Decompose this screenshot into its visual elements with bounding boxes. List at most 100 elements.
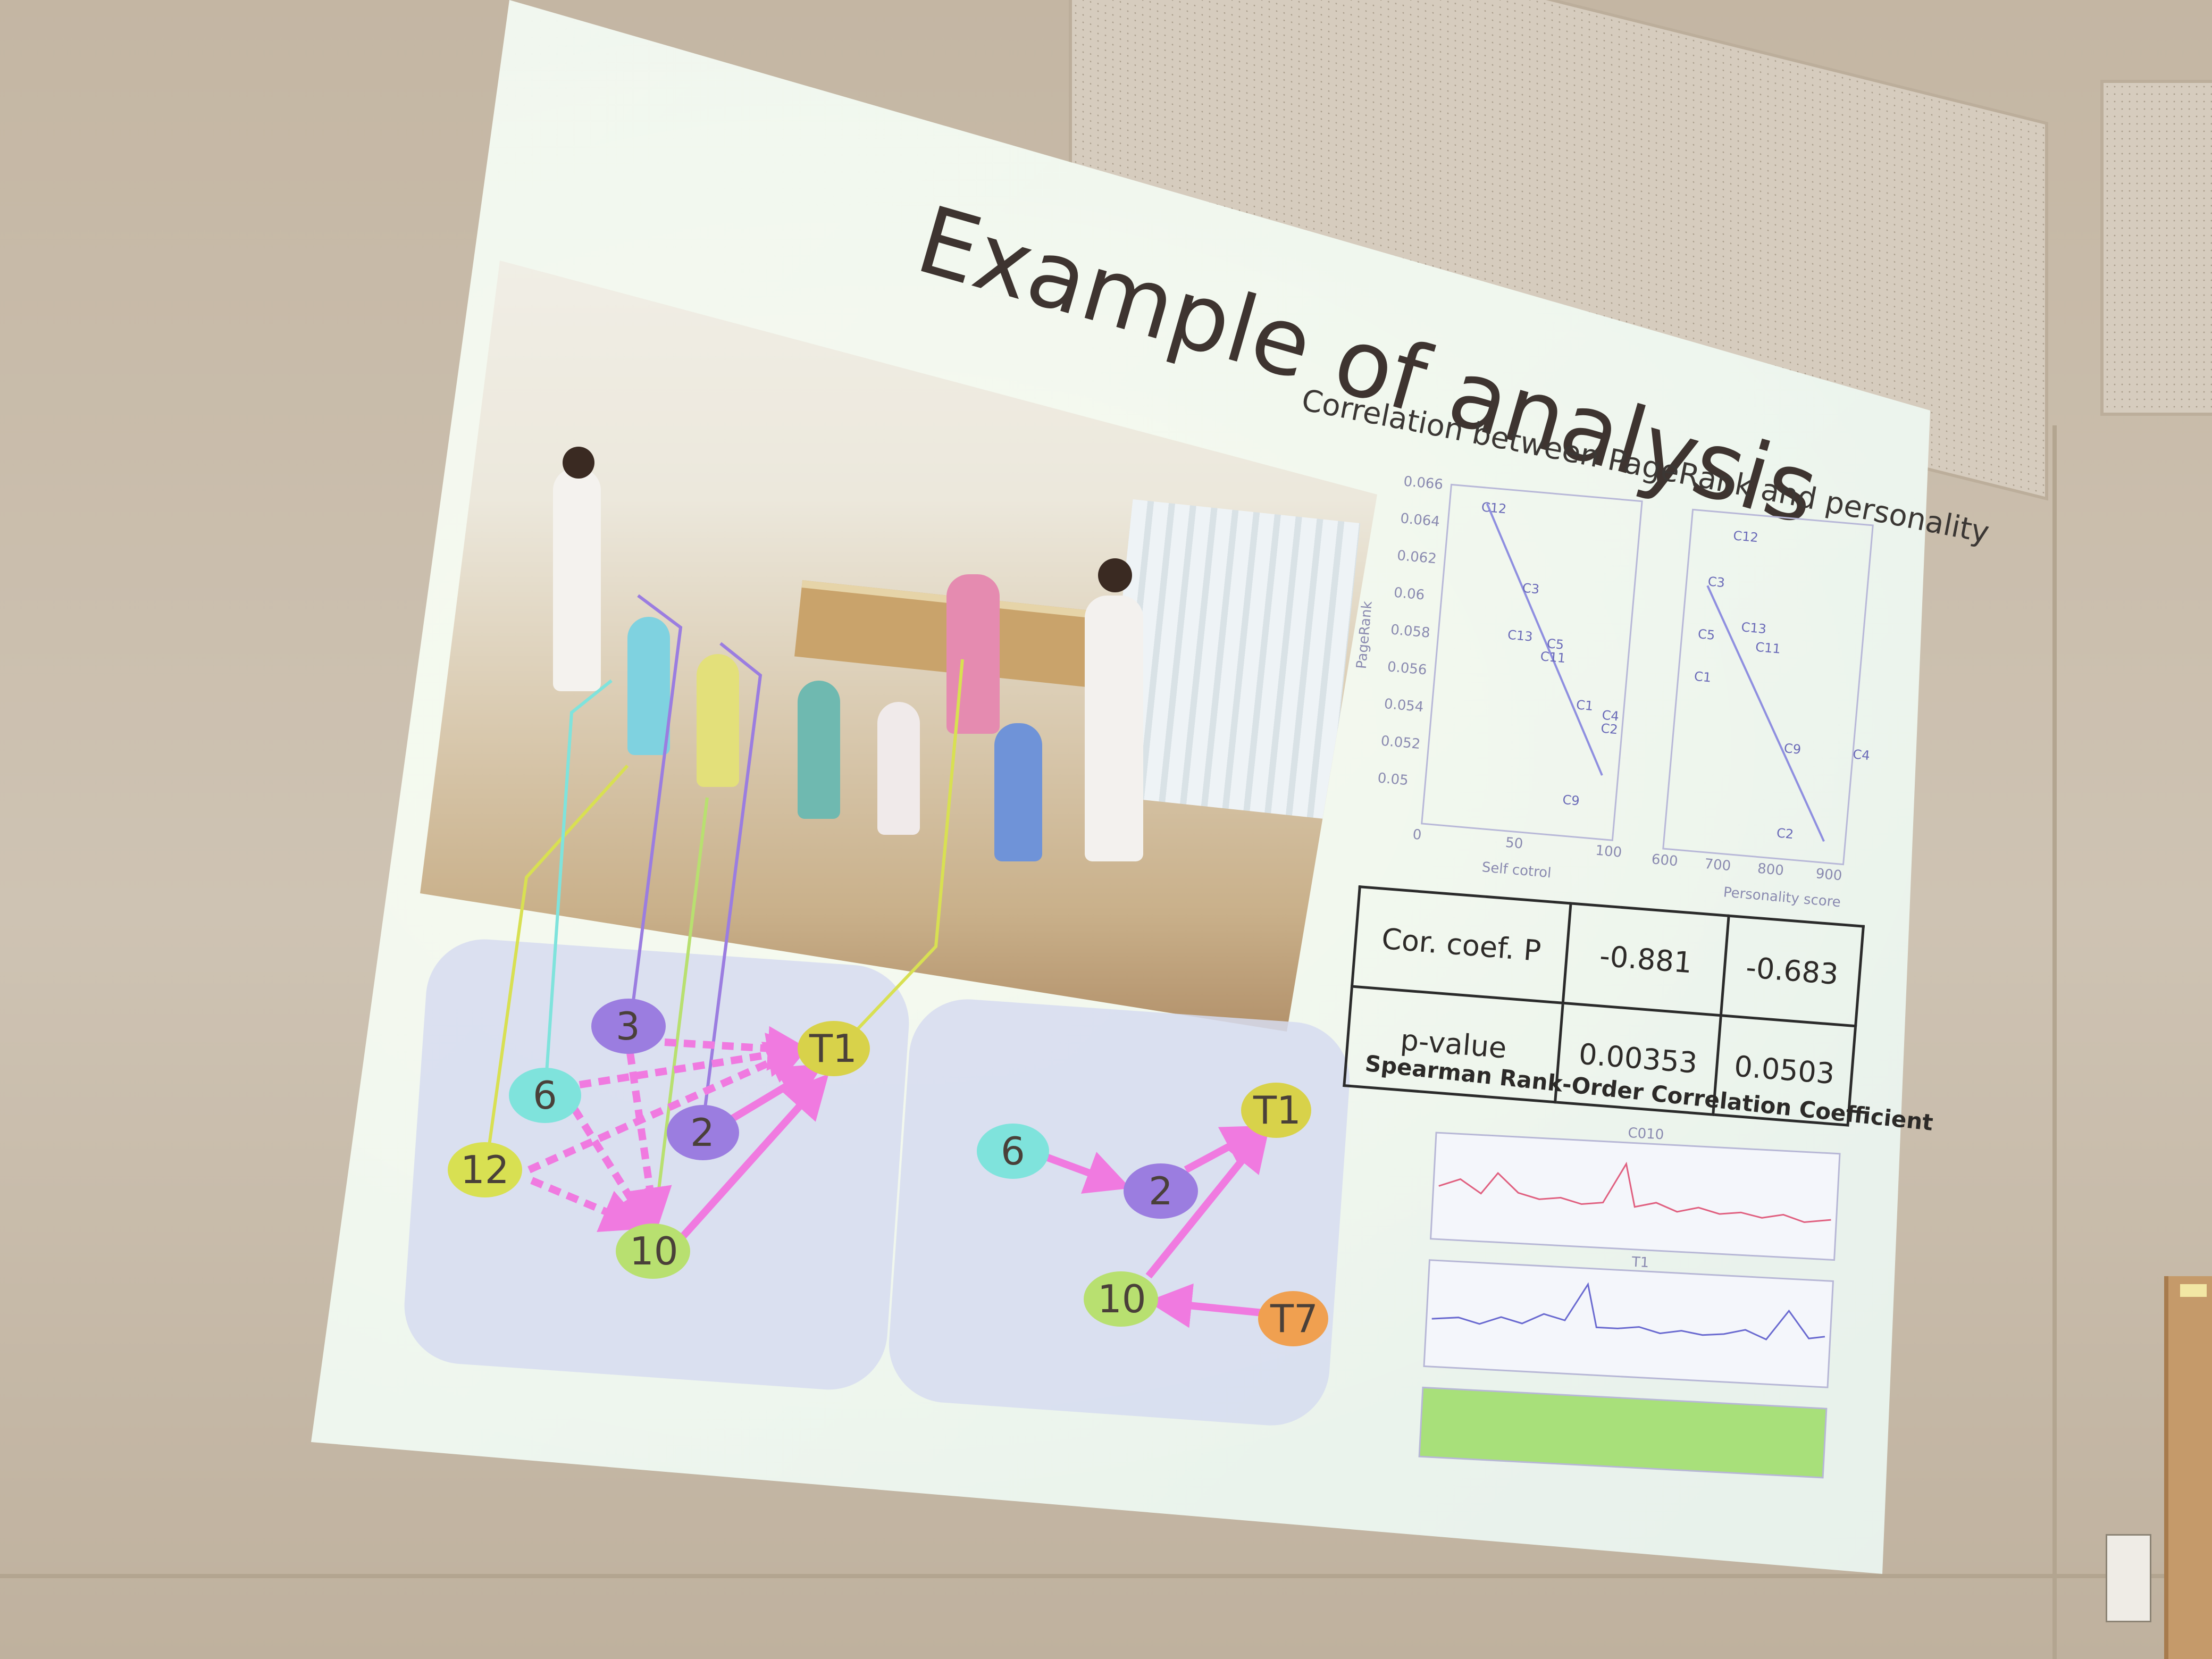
node-6-right[interactable]: 6 [977, 1124, 1049, 1179]
scatter-left-ytick: 0.054 [1384, 696, 1425, 715]
scatter-left-ytick: 0.052 [1380, 733, 1421, 752]
scatter-right: 600 700 800 900 Personality score C12 C3… [1651, 508, 1874, 910]
ceiling-acoustic-panel [2100, 80, 2212, 416]
scatter-right-xtick: 700 [1704, 856, 1731, 874]
scatter-left-point: C4 [1602, 708, 1620, 724]
photo-person [553, 468, 601, 691]
network-right-edges [1043, 1125, 1270, 1328]
node-6[interactable]: 6 [509, 1068, 581, 1123]
svg-text:2: 2 [1149, 1169, 1173, 1213]
scatter-right-point: C12 [1732, 528, 1759, 545]
scatter-right-point: C2 [1776, 826, 1794, 842]
scatter-left-ytick: 0.056 [1387, 659, 1428, 678]
photo-person-head [563, 447, 594, 479]
node-T1[interactable]: T1 [798, 1021, 870, 1076]
photo-person [994, 723, 1042, 861]
scatter-right-point: C13 [1740, 619, 1767, 636]
svg-text:12: 12 [460, 1147, 509, 1192]
connector-line [700, 642, 763, 1133]
scatter-left-ytick: 0.066 [1403, 474, 1444, 493]
wall-seam [2052, 425, 2057, 1659]
scatter-left-fit-line [1486, 503, 1603, 776]
timeseries-mid-frame [1423, 1259, 1834, 1388]
wall-door [2164, 1276, 2212, 1659]
node-2-right[interactable]: 2 [1124, 1163, 1198, 1219]
scatter-right-xlabel: Personality score [1723, 884, 1841, 910]
scatter-left-point: C5 [1546, 636, 1564, 652]
svg-text:6: 6 [1001, 1129, 1025, 1174]
timeseries-top-frame [1430, 1132, 1841, 1261]
scatter-right-point: C5 [1697, 626, 1715, 643]
connector-line [629, 594, 683, 1027]
photo-person [697, 654, 739, 787]
photo-person-head [1098, 558, 1132, 592]
connector-line [543, 679, 613, 1096]
scatter-right-point: C1 [1694, 669, 1712, 685]
svg-text:2: 2 [690, 1110, 715, 1155]
svg-text:3: 3 [616, 1004, 640, 1049]
scatter-left-point: C3 [1522, 581, 1540, 597]
table-cell: -0.881 [1563, 903, 1729, 1016]
table-cell: -0.683 [1721, 916, 1864, 1026]
door-tag [2180, 1284, 2207, 1297]
table-cell-row-label: Cor. coef. P [1352, 886, 1571, 1003]
scatter-right-point: C3 [1707, 574, 1725, 590]
photo-person [1085, 596, 1143, 861]
scatter-left-point: C13 [1507, 627, 1534, 644]
timeseries-top-line [1438, 1161, 1831, 1224]
scatter-left-xtick: 0 [1412, 827, 1422, 843]
photo-person [946, 574, 1000, 734]
svg-text:10: 10 [1097, 1277, 1146, 1321]
svg-text:T1: T1 [1253, 1088, 1301, 1133]
scatter-right-xtick: 800 [1757, 861, 1784, 879]
node-T7-right[interactable]: T7 [1258, 1291, 1328, 1346]
connector-line [839, 659, 964, 1049]
timeseries-mid-title: T1 [1631, 1254, 1649, 1271]
photo-person [798, 681, 840, 819]
scatter-left-point: C12 [1481, 499, 1507, 516]
scatter-right-point: C9 [1783, 741, 1802, 757]
scatter-left-ytick: 0.058 [1390, 622, 1431, 641]
node-12[interactable]: 12 [448, 1142, 522, 1197]
timeseries-panels: C010 T1 [1418, 1125, 1841, 1479]
scatter-left-ytick: 0.05 [1377, 770, 1409, 789]
scatter-left-xtick: 50 [1505, 835, 1524, 852]
timeseries-top-title: C010 [1628, 1125, 1664, 1143]
photo-person [627, 617, 670, 755]
scatter-left: PageRank 0.066 0.064 0.062 0.06 0.058 0.… [1354, 474, 1643, 881]
wall-sign [2106, 1534, 2151, 1622]
photo-person [877, 702, 920, 835]
timeseries-bottom-bar [1418, 1386, 1828, 1479]
node-T1-right[interactable]: T1 [1241, 1083, 1311, 1138]
scatter-left-point: C1 [1576, 697, 1594, 714]
wall-seam [0, 1574, 2212, 1578]
scatter-right-xtick: 600 [1651, 851, 1679, 869]
node-2[interactable]: 2 [667, 1105, 739, 1160]
scatter-left-xlabel: Self cotrol [1481, 859, 1552, 881]
scatter-left-ytick: 0.062 [1396, 548, 1437, 567]
network-left-edges [527, 1026, 829, 1242]
scatter-left-point: C9 [1562, 792, 1580, 809]
connector-line [650, 797, 709, 1250]
svg-text:10: 10 [630, 1229, 678, 1273]
scatter-right-frame [1662, 508, 1874, 866]
scatter-left-point: C11 [1540, 649, 1566, 666]
scatter-right-point: C4 [1852, 747, 1870, 763]
node-10-right[interactable]: 10 [1084, 1271, 1158, 1327]
node-3[interactable]: 3 [591, 999, 666, 1054]
scatter-left-frame [1421, 483, 1643, 841]
svg-text:T1: T1 [809, 1026, 857, 1071]
scatter-right-fit-line [1706, 585, 1825, 842]
scatter-right-point: C11 [1755, 640, 1781, 657]
scatter-left-point: C2 [1600, 721, 1618, 738]
connector-line [485, 764, 629, 1165]
scatter-right-xtick: 900 [1815, 866, 1842, 884]
scatter-left-ytick: 0.06 [1393, 585, 1425, 604]
node-10[interactable]: 10 [616, 1224, 690, 1279]
svg-text:6: 6 [533, 1073, 557, 1118]
scatter-left-xtick: 100 [1595, 843, 1622, 861]
scatter-left-ytick: 0.064 [1400, 510, 1440, 530]
scatter-left-ylabel: PageRank [1354, 600, 1376, 669]
